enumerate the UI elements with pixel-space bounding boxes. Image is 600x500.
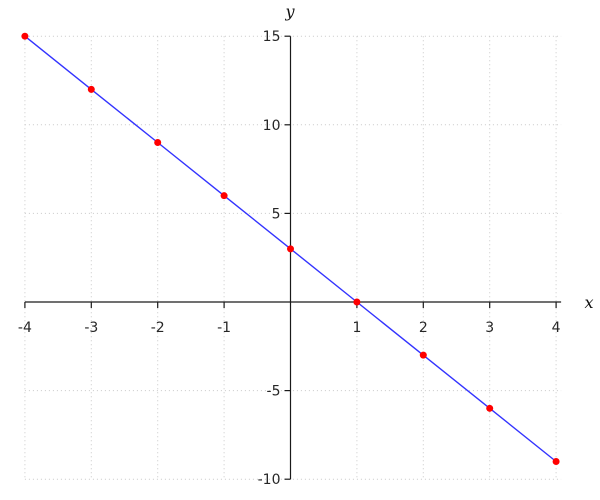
- x-tick-label: 2: [419, 320, 428, 336]
- x-tick-label: -3: [84, 320, 98, 336]
- axes: [24, 35, 562, 480]
- data-points: [21, 32, 560, 465]
- data-point: [486, 404, 494, 412]
- data-point: [353, 298, 361, 306]
- y-tick-label: 10: [263, 118, 281, 134]
- gridlines: [24, 35, 562, 480]
- tick-labels: -4 -3 -2 -1 1 2 3 4 -10 -5 5 10 15: [18, 29, 561, 488]
- x-tick-label: -4: [18, 320, 32, 336]
- x-tick-label: 4: [552, 320, 561, 336]
- data-point: [21, 32, 29, 40]
- data-point: [154, 139, 162, 147]
- data-point: [87, 85, 95, 93]
- y-tick-label: 5: [272, 206, 281, 222]
- data-point: [220, 192, 228, 200]
- y-tick-label: -10: [258, 472, 281, 488]
- x-tick-label: 3: [485, 320, 494, 336]
- data-point: [552, 457, 560, 465]
- y-axis-label: y: [284, 2, 295, 21]
- x-tick-label: -2: [151, 320, 165, 336]
- y-tick-label: 15: [263, 29, 281, 45]
- x-axis-label: x: [584, 293, 593, 312]
- y-tick-label: -5: [267, 384, 281, 400]
- x-tick-label: -1: [217, 320, 231, 336]
- data-point: [287, 245, 294, 253]
- data-point: [419, 351, 427, 359]
- x-tick-label: 1: [352, 320, 361, 336]
